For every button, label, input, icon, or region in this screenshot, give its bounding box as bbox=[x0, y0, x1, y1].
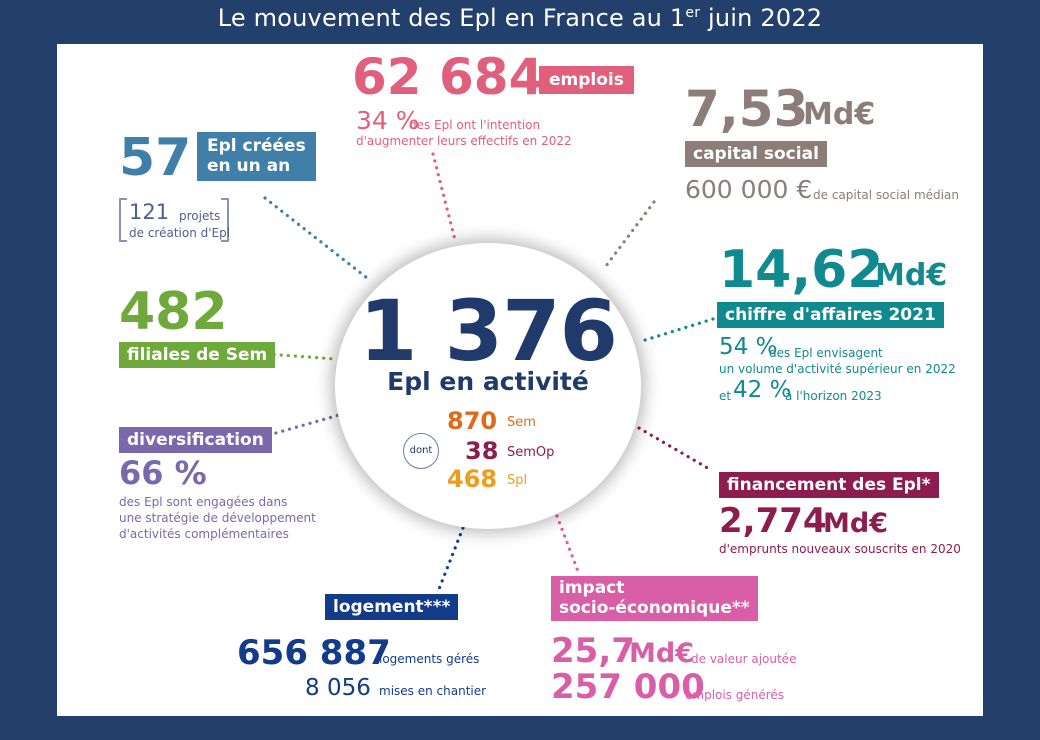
spl-value: 468 bbox=[447, 465, 498, 493]
connector-creees bbox=[263, 196, 369, 280]
logement-chantier-label: mises en chantier bbox=[379, 684, 487, 698]
filiales-tag: filiales de Sem bbox=[119, 342, 276, 369]
financement-unit: Md€ bbox=[823, 508, 888, 539]
capital-median-label: de capital social médian bbox=[813, 188, 959, 202]
infographic-title: Le mouvement des Epl en France au 1er ju… bbox=[217, 4, 823, 32]
financement-tag: financement des Epl* bbox=[719, 472, 939, 499]
impact-tag: impact socio-économique** bbox=[551, 576, 758, 622]
financement-number: 2,774 bbox=[719, 501, 827, 541]
ca-and: et bbox=[719, 389, 732, 403]
impact-va-label: de valeur ajoutée bbox=[691, 652, 797, 666]
impact-tag-line2: socio-économique** bbox=[559, 597, 750, 618]
diversification-tag: diversification bbox=[119, 427, 272, 454]
connector-filiales bbox=[265, 352, 337, 361]
connector-financement bbox=[637, 426, 713, 472]
capital-unit: Md€ bbox=[803, 97, 876, 132]
ca-text-3: à l'horizon 2023 bbox=[785, 389, 882, 403]
projets-label-1: projets bbox=[179, 209, 221, 223]
ca-text-2: un volume d'activité supérieur en 2022 bbox=[719, 362, 956, 376]
connector-emplois bbox=[431, 152, 457, 242]
semop-value: 38 bbox=[465, 437, 499, 465]
connector-impact bbox=[555, 514, 581, 576]
impact-emp-value: 257 000 bbox=[551, 667, 705, 707]
creees-tag-line2: en un an bbox=[207, 156, 291, 177]
creees-tag-line1: Epl créées bbox=[207, 136, 306, 156]
capital-tag: capital social bbox=[685, 141, 827, 168]
total-epl-label: Epl en activité bbox=[387, 367, 589, 396]
financement-text: d'emprunts nouveaux souscrits en 2020 bbox=[719, 542, 961, 556]
semop-label: SemOp bbox=[507, 445, 555, 460]
diversification-pct: 66 % bbox=[119, 454, 207, 492]
emplois-tag: emplois bbox=[539, 66, 634, 95]
connector-logement bbox=[437, 526, 465, 591]
infographic-panel: 1 376 Epl en activité dont 870 Sem 38 Se… bbox=[57, 44, 983, 716]
logement-geres-label: logements gérés bbox=[379, 652, 480, 666]
diversification-text-2: une stratégie de développement bbox=[119, 511, 316, 525]
ca-unit: Md€ bbox=[875, 258, 948, 293]
impact-va-value: 25,7 bbox=[551, 631, 635, 671]
total-epl-number: 1 376 bbox=[358, 282, 618, 380]
impact-va-unit: Md€ bbox=[629, 638, 694, 669]
connector-lines bbox=[263, 152, 715, 591]
connector-ca bbox=[640, 317, 715, 343]
connector-diversification bbox=[267, 413, 341, 437]
projets-label-2: de création d'Epl bbox=[129, 226, 231, 240]
bracket-right bbox=[221, 198, 229, 242]
logement-tag: logement*** bbox=[325, 594, 459, 621]
connector-capital bbox=[601, 200, 656, 272]
impact-tag-line1: impact bbox=[559, 578, 625, 598]
diversification-text-3: d'activités complémentaires bbox=[119, 527, 289, 541]
sem-value: 870 bbox=[447, 407, 498, 435]
ca-pct2: 42 % bbox=[733, 377, 792, 403]
filiales-number: 482 bbox=[119, 282, 228, 342]
sem-label: Sem bbox=[507, 415, 536, 430]
capital-number: 7,53 bbox=[685, 80, 809, 138]
ca-text-1: des Epl envisagent bbox=[769, 346, 883, 360]
ca-number: 14,62 bbox=[719, 240, 884, 300]
center-circle: 1 376 Epl en activité dont 870 Sem 38 Se… bbox=[335, 243, 641, 529]
ca-tag: chiffre d'affaires 2021 bbox=[717, 302, 944, 329]
logement-geres-value: 656 887 bbox=[237, 633, 391, 673]
impact-emp-label: emplois générés bbox=[685, 688, 785, 702]
logement-chantier-value: 8 056 bbox=[305, 675, 371, 701]
emplois-pct: 34 % bbox=[356, 106, 420, 135]
bracket-left bbox=[119, 198, 127, 242]
dont-badge: dont bbox=[403, 433, 439, 469]
ca-pct1: 54 % bbox=[719, 334, 778, 360]
emplois-text-1: des Epl ont l'intention bbox=[409, 118, 541, 132]
creees-tag: Epl créées en un an bbox=[197, 132, 316, 181]
spl-label: Spl bbox=[507, 473, 528, 488]
capital-median-value: 600 000 € bbox=[685, 175, 813, 204]
emplois-text-2: d'augmenter leurs effectifs en 2022 bbox=[356, 134, 572, 148]
creees-number: 57 bbox=[119, 128, 192, 188]
diversification-text-1: des Epl sont engagées dans bbox=[119, 495, 288, 509]
projets-value: 121 bbox=[129, 200, 170, 224]
emplois-number: 62 684 bbox=[352, 48, 544, 106]
